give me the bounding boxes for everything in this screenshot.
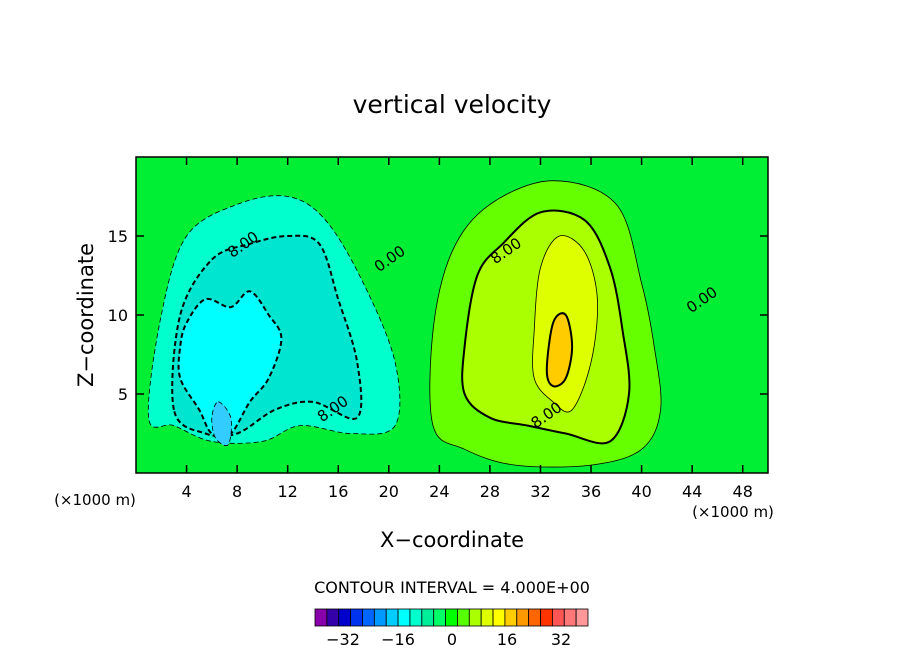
- colorbar-tick-label-3: 16: [497, 630, 517, 649]
- x-axis-ticks: 4 8 12 16 20 24 28 32 36 40 44 48: [181, 157, 753, 501]
- colorbar-swatch-14: [480, 608, 494, 627]
- colorbar-swatch-7: [397, 608, 411, 627]
- colorbar-swatch-18: [528, 608, 541, 627]
- x-axis-label: X−coordinate: [380, 528, 524, 552]
- x-tick-label-8: 36: [581, 482, 601, 501]
- colorbar-swatch-21: [563, 608, 577, 627]
- y-axis-label: Z−coordinate: [74, 243, 98, 387]
- colorbar-swatch-4: [362, 608, 375, 627]
- y-tick-label-2: 15: [108, 227, 128, 246]
- colorbar-swatch-9: [421, 608, 435, 627]
- x-tick-label-4: 20: [379, 482, 399, 501]
- colorbar-swatch-12: [457, 608, 470, 627]
- x-tick-label-7: 32: [530, 482, 550, 501]
- x-tick-label-9: 40: [631, 482, 651, 501]
- x-tick-label-11: 48: [733, 482, 753, 501]
- colorbar-swatch-8: [409, 608, 423, 627]
- plot-area: [136, 157, 768, 473]
- x-tick-label-1: 8: [232, 482, 242, 501]
- colorbar-swatch-2: [338, 608, 352, 627]
- y-tick-label-0: 5: [118, 385, 128, 404]
- contour-regions: [147, 180, 662, 468]
- colorbar-swatch-6: [385, 608, 399, 627]
- contour-interval-label: CONTOUR INTERVAL = 4.000E+00: [314, 578, 590, 597]
- x-tick-label-10: 44: [682, 482, 702, 501]
- y-axis-ticks: 5 10 15: [108, 227, 768, 404]
- x-tick-label-0: 4: [181, 482, 191, 501]
- x-tick-label-6: 28: [480, 482, 500, 501]
- colorbar-tick-label-1: −16: [381, 630, 415, 649]
- x-tick-label-2: 12: [278, 482, 298, 501]
- colorbar-swatch-22: [575, 608, 589, 627]
- colorbar-tick-labels: −32 −16 0 16 32: [326, 630, 571, 649]
- contour-region-downdraft-3: [211, 401, 232, 447]
- colorbar-swatch-17: [516, 608, 530, 627]
- x-unit-label-left: (×1000 m): [54, 491, 136, 509]
- colorbar-swatch-3: [350, 608, 363, 627]
- colorbar-swatch-19: [540, 608, 553, 627]
- colorbar-swatch-5: [373, 608, 387, 627]
- colorbar-swatch-11: [445, 608, 458, 627]
- contour-region-downdraft-2: [177, 290, 283, 438]
- contour-region-updraft-7: [545, 312, 574, 388]
- colorbar-swatch-16: [504, 608, 518, 627]
- colorbar: [314, 608, 589, 627]
- colorbar-swatch-1: [326, 608, 340, 627]
- colorbar-tick-label-2: 0: [447, 630, 457, 649]
- colorbar-swatch-10: [433, 608, 446, 627]
- y-tick-label-1: 10: [108, 306, 128, 325]
- colorbar-tick-label-0: −32: [326, 630, 360, 649]
- colorbar-swatch-13: [468, 608, 482, 627]
- x-tick-label-3: 16: [328, 482, 348, 501]
- colorbar-swatch-20: [551, 608, 565, 627]
- colorbar-tick-label-4: 32: [551, 630, 571, 649]
- x-unit-label-right: (×1000 m): [692, 503, 774, 521]
- colorbar-swatch-15: [492, 608, 506, 627]
- chart-title: vertical velocity: [353, 90, 552, 119]
- colorbar-swatch-0: [314, 608, 328, 627]
- x-tick-label-5: 24: [429, 482, 449, 501]
